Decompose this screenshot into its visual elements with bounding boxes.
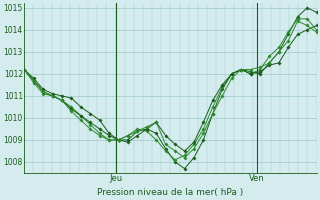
X-axis label: Pression niveau de la mer( hPa ): Pression niveau de la mer( hPa ): [97, 188, 244, 197]
